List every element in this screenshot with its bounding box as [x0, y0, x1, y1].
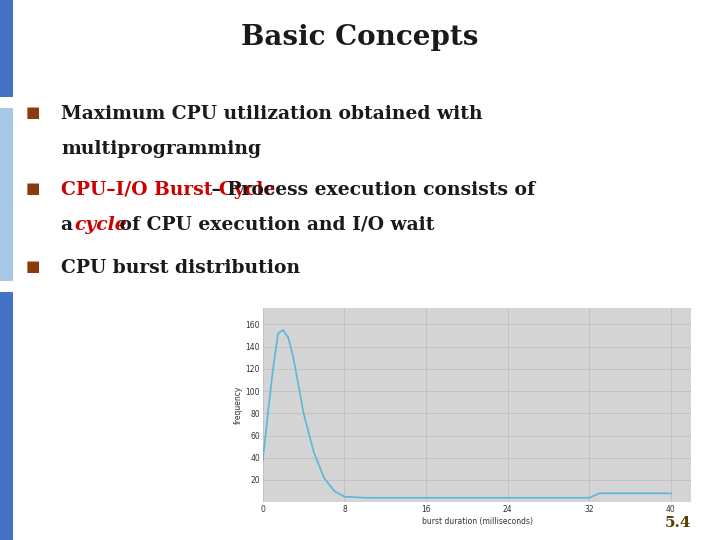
Text: a: a	[61, 216, 80, 234]
Text: – Process execution consists of: – Process execution consists of	[205, 181, 536, 199]
Text: ■: ■	[25, 181, 40, 196]
Text: CPU burst distribution: CPU burst distribution	[61, 259, 300, 277]
Y-axis label: frequency: frequency	[234, 386, 243, 424]
Text: multiprogramming: multiprogramming	[61, 140, 261, 158]
Text: Basic Concepts: Basic Concepts	[241, 24, 479, 51]
Text: ■: ■	[25, 105, 40, 120]
Text: of CPU execution and I/O wait: of CPU execution and I/O wait	[113, 216, 435, 234]
X-axis label: burst duration (milliseconds): burst duration (milliseconds)	[421, 517, 533, 526]
Text: CPU–I/O Burst Cycle: CPU–I/O Burst Cycle	[61, 181, 276, 199]
Text: 5.4: 5.4	[665, 516, 691, 530]
Text: ■: ■	[25, 259, 40, 274]
Text: cycle: cycle	[74, 216, 127, 234]
Text: Maximum CPU utilization obtained with: Maximum CPU utilization obtained with	[61, 105, 483, 123]
